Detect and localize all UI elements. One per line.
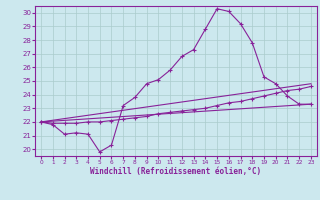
X-axis label: Windchill (Refroidissement éolien,°C): Windchill (Refroidissement éolien,°C) (91, 167, 261, 176)
